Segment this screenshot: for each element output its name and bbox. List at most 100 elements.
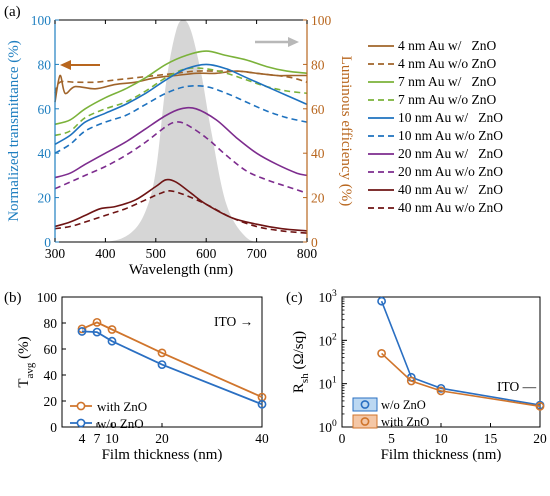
series-line-6	[54, 106, 308, 179]
y-tick-label: 80	[38, 57, 52, 72]
legend-label: 40 nm Au w/ ZnO	[398, 182, 503, 197]
legend-marker	[360, 400, 370, 409]
legend-label: w/o ZnO	[381, 398, 426, 412]
y-tick-exponent: 3	[332, 289, 337, 299]
ito-annotation: ITO →	[214, 314, 253, 329]
legend-label: with ZnO	[97, 399, 147, 414]
y-tick-base: 10	[319, 333, 333, 348]
x-tick-label: 4	[79, 431, 86, 446]
y2-tick-label: 80	[311, 57, 325, 72]
panel-label: (a)	[4, 4, 21, 20]
x-tick-label: 5	[388, 431, 395, 446]
panel-label: (c)	[286, 290, 303, 306]
x-tick-label: 7	[94, 431, 101, 446]
x-tick-label: 40	[255, 431, 269, 446]
x-tick-label: 20	[533, 431, 547, 446]
series-line-8	[54, 178, 308, 232]
series-line-1	[81, 330, 263, 406]
data-point	[406, 376, 416, 386]
series-line-9	[54, 190, 308, 234]
y-tick-base: 10	[319, 377, 333, 392]
x-tick-label: 400	[95, 246, 116, 261]
x-tick-label: 800	[297, 246, 318, 261]
y-tick-label: 0	[50, 420, 57, 435]
y-tick-base: 10	[319, 290, 333, 305]
ito-annotation: ITO —	[497, 379, 537, 394]
x-tick-label: 700	[246, 246, 267, 261]
data-point	[77, 327, 87, 336]
series-line-0	[380, 300, 541, 406]
x-tick-label: 20	[155, 431, 169, 446]
panel-a: 300 400 500 600 700 8000204060801000204060801…	[4, 4, 503, 278]
legend-label: 4 nm Au w/ ZnO	[398, 38, 497, 53]
data-point	[257, 399, 267, 409]
data-point	[77, 324, 87, 334]
legend-swatch	[352, 414, 378, 429]
y-label-main: T	[16, 378, 32, 387]
data-point	[157, 348, 167, 358]
x-tick-label: 15	[484, 431, 498, 446]
legend-label: 40 nm Au w/o ZnO	[398, 200, 503, 215]
series-line-1	[381, 352, 541, 408]
data-point	[436, 383, 446, 393]
left-arrow-head	[60, 60, 71, 70]
y-tick-label: 100	[31, 13, 52, 28]
series-line-0	[81, 321, 263, 398]
y-tick-label: 100	[37, 290, 58, 305]
data-point	[107, 336, 117, 346]
legend-label: 20 nm Au w/o ZnO	[398, 164, 503, 179]
x-axis-label: Wavelength (nm)	[129, 262, 233, 278]
y-tick-exponent: 1	[332, 376, 337, 386]
data-point	[377, 348, 386, 358]
y-tick-exponent: 2	[332, 332, 337, 342]
data-point	[157, 360, 167, 369]
y-tick-label: 60	[44, 342, 58, 357]
legend-marker	[360, 417, 370, 426]
y-axis-label: Tavg (%)	[16, 336, 36, 387]
y-axis-label: Normalized transmittance (%)	[6, 40, 22, 222]
y-tick-label: 10	[319, 290, 333, 305]
y-tick-label: 20	[38, 191, 52, 206]
data-point	[535, 401, 545, 411]
y-tick-label: 10	[319, 377, 333, 392]
series-line-4	[54, 63, 308, 145]
y-tick-label: 40	[44, 368, 58, 383]
x-tick-label: 10	[105, 431, 119, 446]
y2-tick-label: 60	[311, 102, 325, 117]
x-tick-label: 300	[45, 246, 66, 261]
y-label-sub: avg	[24, 362, 36, 378]
x-tick-label: 0	[339, 431, 346, 446]
data-point	[92, 317, 102, 327]
legend-marker	[76, 401, 86, 411]
x-tick-label: 500	[146, 246, 167, 261]
legend-label: 7 nm Au w/ ZnO	[398, 74, 497, 89]
data-point	[107, 325, 117, 334]
legend-label: with ZnO	[381, 415, 429, 429]
legend-label: 7 nm Au w/o ZnO	[398, 92, 497, 107]
y-tick-label: 10	[319, 420, 333, 435]
x-tick-label: 600	[196, 246, 217, 261]
y-tick-base: 10	[319, 420, 333, 435]
legend-label: w/o ZnO	[97, 416, 144, 431]
legend-label: 4 nm Au w/o ZnO	[398, 56, 497, 71]
legend-label: 10 nm Au w/ ZnO	[398, 110, 503, 125]
y-axis-label: Rsh (Ω/sq)	[291, 331, 311, 393]
y2-tick-label: 100	[311, 13, 332, 28]
legend-marker	[76, 418, 86, 428]
y2-tick-label: 0	[311, 235, 318, 250]
luminous-efficiency-area	[55, 20, 307, 243]
y2-tick-label: 20	[311, 191, 325, 206]
data-point	[436, 386, 446, 396]
panel-label: (b)	[4, 290, 22, 306]
y2-tick-label: 40	[311, 146, 325, 161]
y-label-sub: sh	[299, 373, 311, 383]
legend-label: 20 nm Au w/ ZnO	[398, 146, 503, 161]
series-line-1	[54, 70, 308, 94]
right-arrow-head	[288, 37, 299, 47]
legend-swatch	[352, 397, 378, 412]
y2-axis-label: Luminous efficiency (%)	[338, 56, 354, 207]
x-axis-label: Film thickness (nm)	[102, 447, 223, 463]
legend-label: 10 nm Au w/o ZnO	[398, 128, 503, 143]
